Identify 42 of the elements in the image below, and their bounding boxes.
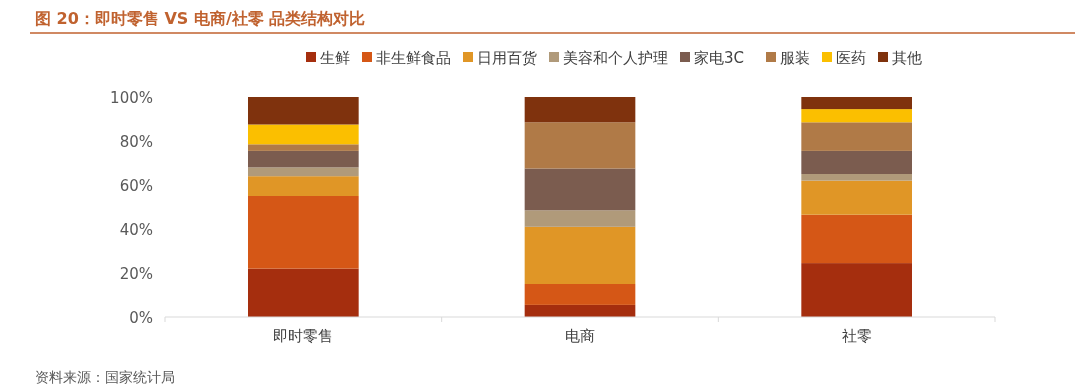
- bar: [248, 144, 359, 151]
- legend-label: 家电3C: [694, 49, 745, 67]
- bar: [248, 167, 359, 177]
- bar: [801, 263, 912, 317]
- bar: [524, 304, 636, 317]
- title: 图 20：即时零售 VS 电商/社零 品类结构对比: [35, 9, 366, 28]
- bar: [248, 196, 359, 269]
- y-tick-label: 100%: [110, 89, 153, 107]
- bar: [801, 150, 912, 174]
- bar: [248, 97, 359, 125]
- y-tick-label: 40%: [119, 221, 153, 239]
- text: 资料来源：国家统计局: [35, 369, 175, 385]
- bar: [248, 124, 359, 145]
- legend-label: 其他: [892, 49, 922, 67]
- legend-label: 服装: [780, 49, 810, 67]
- bar: [524, 168, 636, 211]
- y-tick-label: 60%: [119, 177, 153, 195]
- x-tick-label: 社零: [841, 327, 872, 345]
- legend-label: 医药: [836, 49, 866, 67]
- x-tick-label: 电商: [565, 327, 595, 345]
- bar: [801, 174, 912, 181]
- legend-label: 生鲜: [320, 49, 350, 67]
- y-tick-label: 0%: [129, 309, 153, 327]
- legend-label: 日用百货: [477, 49, 537, 67]
- y-tick-label: 80%: [119, 133, 153, 151]
- legend-label: 美容和个人护理: [563, 49, 668, 67]
- bar: [801, 122, 912, 151]
- bar: [801, 97, 912, 110]
- bar: [524, 284, 636, 305]
- bar: [801, 180, 912, 215]
- bar: [524, 122, 636, 169]
- bar: [524, 97, 636, 123]
- bar: [524, 226, 636, 284]
- bar: [248, 268, 359, 317]
- y-tick-label: 20%: [119, 265, 153, 283]
- bar: [248, 150, 359, 168]
- legend-label: 非生鲜食品: [376, 49, 451, 67]
- bar: [248, 176, 359, 196]
- bar: [801, 214, 912, 264]
- bar: [524, 210, 636, 227]
- bar: [801, 109, 912, 123]
- x-tick-label: 即时零售: [273, 327, 334, 345]
